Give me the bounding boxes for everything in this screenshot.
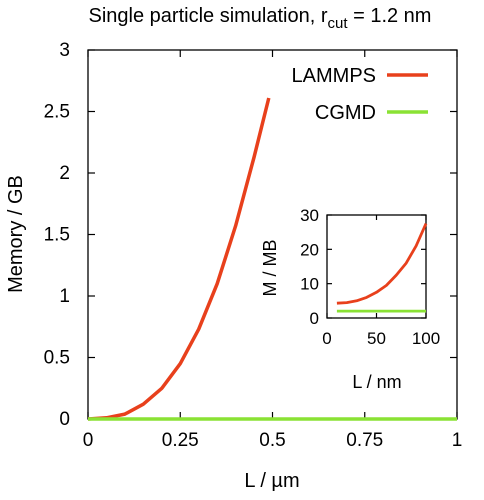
main-x-tick-label: 0	[83, 430, 94, 451]
y-axis-label: Memory / GB	[5, 175, 27, 293]
main-y-tick-label: 3	[59, 40, 70, 61]
inset-x-axis-label: L / nm	[352, 372, 401, 392]
main-y-tick-label: 0.5	[44, 348, 70, 369]
main-y-tick-label: 2	[59, 163, 70, 184]
main-y-tick-label: 2.5	[44, 102, 70, 123]
main-x-tick-label: 0.5	[259, 430, 285, 451]
inset-series-line-lammps	[336, 223, 428, 305]
legend-label-lammps: LAMMPS	[292, 65, 376, 87]
inset-x-tick-label: 100	[412, 329, 440, 348]
legend: LAMMPS CGMD	[292, 65, 428, 124]
main-x-tick-label: 1	[452, 430, 463, 451]
chart-title: Single particle simulation, rcut = 1.2 n…	[89, 5, 432, 32]
main-x-tick-label: 0.25	[162, 430, 199, 451]
main-y-tick-label: 1.5	[44, 225, 70, 246]
main-series-line-lammps	[87, 97, 271, 421]
inset-y-tick-label: 10	[300, 275, 319, 294]
main-y-tick-label: 1	[59, 286, 70, 307]
chart-title-main: Single particle simulation, r	[89, 5, 328, 27]
x-axis-label: L / µm	[244, 470, 299, 492]
inset-x-tick-label: 0	[322, 329, 331, 348]
inset-y-tick-label: 0	[310, 309, 319, 328]
legend-label-cgmd: CGMD	[315, 102, 376, 124]
main-y-tick-label: 0	[59, 409, 70, 430]
chart-title-tail: = 1.2 nm	[348, 5, 432, 27]
inset-x-tick-label: 50	[367, 329, 386, 348]
chart-title-sub: cut	[328, 15, 349, 32]
main-x-tick-label: 0.75	[346, 430, 383, 451]
inset-plot-frame	[326, 214, 427, 319]
inset-y-axis-label: M / MB	[260, 240, 280, 297]
inset-y-tick-label: 20	[300, 240, 319, 259]
inset-y-tick-label: 30	[300, 206, 319, 225]
